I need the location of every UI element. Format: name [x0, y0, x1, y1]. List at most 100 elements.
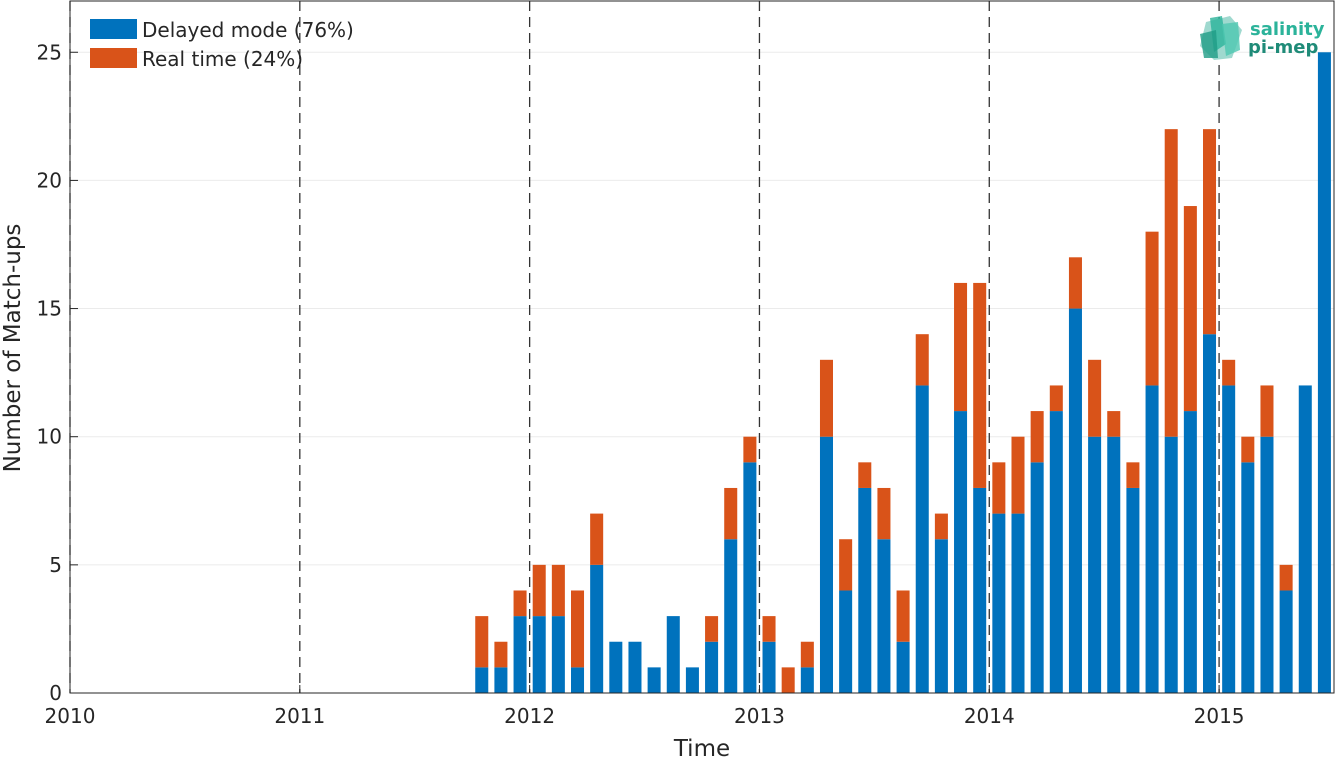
bar-delayed-2011-10	[475, 667, 489, 693]
logo-emblem-icon	[1200, 16, 1242, 60]
x-tick-label-2014: 2014	[964, 704, 1015, 728]
bar-delayed-2014-08	[1126, 487, 1140, 693]
legend-label-realtime: Real time (24%)	[142, 47, 303, 71]
bar-realtime-2015-04	[1279, 564, 1293, 591]
bar-realtime-2014-11	[1183, 206, 1197, 412]
bar-realtime-2013-01	[762, 616, 776, 642]
y-tick-label-10: 10	[37, 425, 62, 449]
bar-realtime-2013-09	[915, 334, 929, 386]
x-tick-labels: 2010 2011 2012 2013 2014 2015	[45, 704, 1245, 728]
bar-delayed-2013-07	[877, 539, 891, 693]
y-tick-label-5: 5	[49, 553, 62, 577]
bar-delayed-2014-02	[1011, 513, 1025, 693]
bar-delayed-2013-03	[800, 667, 814, 693]
bar-delayed-2012-01	[532, 616, 546, 693]
bar-realtime-2015-03	[1260, 385, 1274, 437]
bar-delayed-2013-08	[896, 641, 910, 693]
x-tick-label-2010: 2010	[45, 704, 96, 728]
bar-realtime-2013-11	[954, 282, 968, 412]
bar-delayed-2014-09	[1145, 385, 1159, 693]
bar-realtime-2011-10	[475, 616, 489, 668]
bar-delayed-2012-09	[685, 667, 699, 693]
x-tick-label-2011: 2011	[274, 704, 325, 728]
bar-delayed-2013-10	[934, 539, 948, 693]
bar-realtime-2013-08	[896, 590, 910, 642]
bar-delayed-2014-07	[1107, 436, 1121, 693]
x-tick-label-2013: 2013	[734, 704, 785, 728]
bar-delayed-2013-01	[762, 641, 776, 693]
bar-delayed-2014-12	[1203, 334, 1217, 693]
bar-delayed-2013-06	[858, 487, 872, 693]
bar-delayed-2012-12	[743, 462, 757, 693]
legend: Delayed mode (76%) Real time (24%)	[90, 18, 354, 71]
bar-delayed-2014-01	[992, 513, 1006, 693]
bar-realtime-2013-03	[800, 641, 814, 668]
bar-realtime-2014-03	[1030, 411, 1044, 463]
bar-realtime-2013-02	[781, 667, 795, 693]
bar-delayed-2013-12	[973, 487, 987, 693]
y-axis-title: Number of Match-ups	[0, 224, 26, 473]
bar-realtime-2015-01	[1222, 359, 1236, 386]
bar-realtime-2013-10	[934, 513, 948, 540]
logo-text-salinity: salinity	[1250, 19, 1325, 40]
bar-realtime-2012-02	[551, 564, 565, 617]
y-tick-label-20: 20	[37, 168, 62, 192]
bar-delayed-2012-06	[628, 641, 642, 693]
bar-delayed-2012-11	[724, 539, 738, 693]
bar-delayed-2011-11	[494, 667, 508, 693]
y-tick-label-25: 25	[37, 40, 62, 64]
bar-delayed-2015-04	[1279, 590, 1293, 693]
bar-delayed-2015-01	[1222, 385, 1236, 693]
bar-realtime-2014-04	[1049, 385, 1063, 412]
bar-delayed-2015-02	[1241, 462, 1255, 693]
bar-realtime-2015-02	[1241, 436, 1255, 463]
bar-delayed-2012-04	[590, 564, 604, 693]
bar-delayed-2012-08	[666, 616, 680, 693]
bar-realtime-2012-03	[571, 590, 585, 668]
axes	[69, 0, 1335, 694]
bar-realtime-2014-10	[1164, 129, 1178, 437]
bar-realtime-2014-09	[1145, 231, 1159, 386]
bar-realtime-2014-08	[1126, 462, 1140, 488]
bar-delayed-2011-12	[513, 616, 527, 693]
bars	[475, 52, 1331, 693]
bar-realtime-2013-04	[819, 359, 833, 437]
bar-realtime-2012-11	[724, 487, 738, 540]
gridlines	[70, 51, 1334, 566]
bar-realtime-2014-05	[1068, 257, 1082, 309]
bar-realtime-2013-07	[877, 487, 891, 540]
bar-delayed-2014-06	[1088, 436, 1102, 693]
bar-delayed-2014-05	[1068, 308, 1082, 693]
legend-swatch-realtime	[90, 48, 137, 68]
y-tick-label-15: 15	[37, 297, 62, 321]
bar-realtime-2011-12	[513, 590, 527, 617]
bar-delayed-2013-09	[915, 385, 929, 693]
legend-swatch-delayed	[90, 19, 137, 39]
x-tick-label-2012: 2012	[504, 704, 555, 728]
bar-realtime-2012-01	[532, 564, 546, 617]
bar-delayed-2013-04	[819, 436, 833, 693]
y-tick-label-0: 0	[49, 681, 62, 705]
bar-realtime-2013-06	[858, 462, 872, 488]
bar-realtime-2012-12	[743, 436, 757, 463]
bar-realtime-2011-11	[494, 641, 508, 668]
legend-label-delayed: Delayed mode (76%)	[142, 18, 354, 42]
salinity-pi-mep-logo: salinity pi-mep	[1200, 16, 1325, 60]
bar-realtime-2012-10	[705, 616, 719, 642]
bar-realtime-2013-12	[973, 282, 987, 488]
bar-realtime-2014-01	[992, 462, 1006, 514]
bar-realtime-2012-04	[590, 513, 604, 565]
year-dividers	[69, 1, 1220, 693]
bar-delayed-2014-04	[1049, 411, 1063, 693]
bar-realtime-2014-12	[1203, 129, 1217, 335]
bar-delayed-2013-05	[839, 590, 853, 693]
bar-realtime-2014-07	[1107, 411, 1121, 437]
x-axis-title: Time	[673, 736, 730, 758]
bar-delayed-2012-07	[647, 667, 661, 693]
x-tick-label-2015: 2015	[1194, 704, 1245, 728]
bar-delayed-2015-06	[1317, 52, 1331, 693]
bar-realtime-2014-02	[1011, 436, 1025, 514]
bar-realtime-2014-06	[1088, 359, 1102, 437]
bar-delayed-2015-05	[1298, 385, 1312, 693]
